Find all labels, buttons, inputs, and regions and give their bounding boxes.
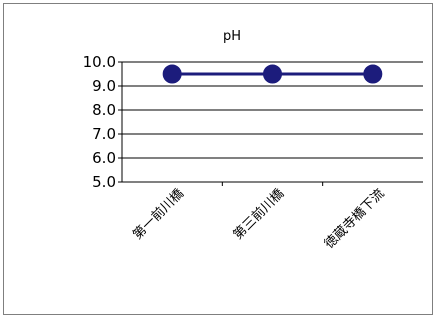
- data-point: [162, 64, 182, 84]
- y-tick-label: 5.0: [92, 173, 116, 191]
- x-axis-ticks: 第一前川橋 第三前川橋 徳蔵寺橋下流: [130, 182, 388, 252]
- y-tick-label: 7.0: [92, 125, 116, 143]
- y-tick-label: 6.0: [92, 149, 116, 167]
- chart-title: pH: [223, 29, 241, 44]
- y-tick-label: 10.0: [83, 53, 116, 71]
- series: [162, 64, 383, 84]
- chart-area: [3, 3, 433, 315]
- x-tick-label: 徳蔵寺橋下流: [322, 186, 388, 252]
- y-tick-label: 9.0: [92, 77, 116, 95]
- y-tick-label: 8.0: [92, 101, 116, 119]
- axes: [121, 62, 423, 183]
- x-tick-label: 第一前川橋: [130, 186, 187, 243]
- x-tick-label: 第三前川橋: [230, 186, 287, 243]
- y-axis-ticks: 5.0 6.0 7.0 8.0 9.0 10.0: [83, 53, 122, 191]
- data-point: [363, 64, 383, 84]
- data-point: [263, 64, 282, 84]
